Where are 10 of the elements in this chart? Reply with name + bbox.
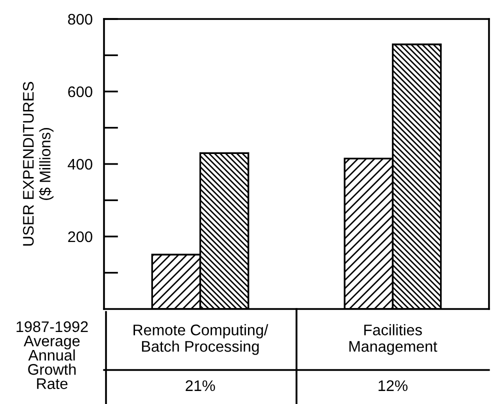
text: 1987-1992 Average Annual Growth Rate	[16, 321, 88, 390]
x-tick-label: Remote Computing/ Batch Processing	[134, 324, 268, 355]
y-tick-label: 200	[68, 231, 92, 242]
x-tick-label: Facilities Management	[349, 324, 438, 355]
y-tick-label: 400	[68, 158, 92, 170]
y-tick-label: 800	[68, 14, 92, 25]
text: 12%	[378, 380, 408, 392]
text: 21%	[186, 380, 215, 392]
y-axis-title: USER EXPENDITURES ($ Millions)	[22, 82, 54, 246]
y-tick-label: 600	[68, 86, 92, 98]
